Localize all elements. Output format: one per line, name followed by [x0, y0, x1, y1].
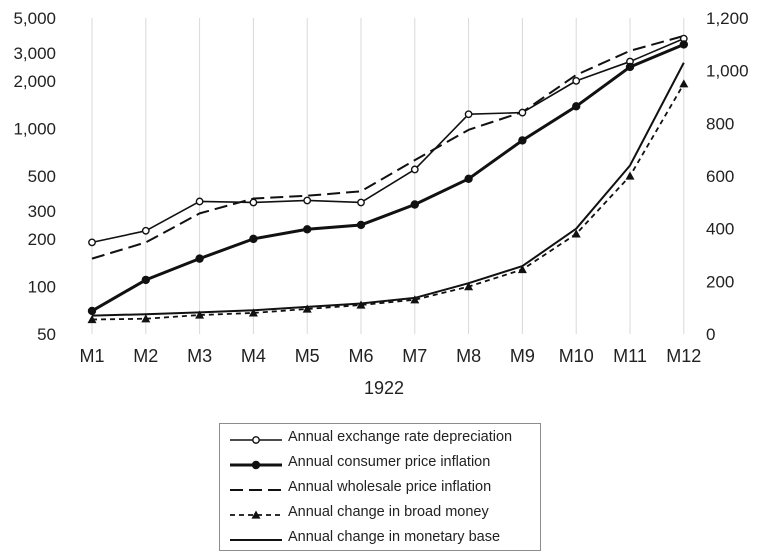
legend-swatch: [230, 539, 282, 541]
x-tick-label: M6: [348, 346, 373, 366]
data-point: [518, 108, 527, 117]
right-tick-label: 400: [706, 220, 734, 239]
data-point: [88, 238, 96, 247]
legend-entry: Annual exchange rate depreciation: [220, 428, 540, 452]
left-tick-label: 200: [28, 230, 56, 249]
data-point: [572, 102, 581, 111]
data-point: [195, 254, 204, 263]
legend-marker: [252, 436, 260, 444]
left-tick-label: 1,000: [13, 119, 56, 138]
right-tick-label: 0: [706, 325, 715, 344]
right-tick-label: 600: [706, 167, 734, 186]
legend-swatch: [230, 489, 282, 491]
left-tick-label: 50: [37, 325, 56, 344]
data-point: [249, 234, 258, 244]
data-point: [410, 295, 420, 304]
x-tick-label: M8: [456, 346, 481, 366]
data-point: [625, 171, 635, 180]
data-point: [410, 200, 419, 209]
legend-entry: Annual change in monetary base: [220, 528, 540, 552]
data-point: [303, 196, 312, 205]
data-point: [356, 300, 366, 309]
data-point: [679, 40, 688, 49]
right-tick-label: 200: [706, 272, 734, 291]
left-tick-label: 2,000: [13, 72, 56, 91]
legend-entry: Annual wholesale price inflation: [220, 478, 540, 502]
data-point: [248, 308, 258, 317]
legend-swatch: [230, 510, 282, 519]
legend-marker: [251, 460, 261, 470]
chart-area: 50 100 200 300 500 1,000 2,000 3,000 5,000 0 200 4…: [13, 9, 749, 398]
data-point: [572, 76, 581, 85]
series-line-annual-consumer-price-inflation: [91, 43, 685, 313]
legend-entry: Annual consumer price inflation: [220, 453, 540, 477]
data-point: [141, 275, 150, 285]
left-tick-label: 300: [28, 202, 56, 221]
x-tick-label: M3: [187, 346, 212, 366]
left-axis-ticks: 50 100 200 300 500 1,000 2,000 3,000 5,000: [13, 9, 56, 344]
x-tick-label: M9: [510, 346, 535, 366]
series-annual-change-in-monetary-base: [91, 62, 685, 317]
legend-marker: [251, 510, 261, 519]
series-line-annual-change-in-broad-money: [91, 83, 685, 321]
x-tick-label: M4: [241, 346, 266, 366]
left-tick-label: 3,000: [13, 44, 56, 63]
x-tick-label: M7: [402, 346, 427, 366]
series-annual-wholesale-price-inflation: [91, 34, 685, 260]
series-annual-exchange-rate-depreciation: [88, 34, 688, 247]
data-point: [625, 62, 635, 72]
data-point: [141, 226, 150, 235]
series-line-annual-exchange-rate-depreciation: [91, 37, 685, 244]
legend-label: Annual change in broad money: [288, 504, 489, 520]
right-tick-label: 1,000: [706, 62, 749, 81]
data-point: [410, 165, 419, 174]
data-point: [303, 225, 312, 234]
legend-label: Annual exchange rate depreciation: [288, 429, 513, 445]
series-lines: [87, 34, 689, 324]
data-point: [464, 174, 473, 184]
data-point: [356, 220, 366, 230]
legend-swatch: [230, 436, 282, 444]
legend: Annual exchange rate depreciation Annual …: [219, 423, 541, 551]
right-axis-ticks: 0 200 400 600 800 1,000 1,200: [706, 9, 749, 344]
legend-label: Annual wholesale price inflation: [288, 479, 492, 495]
right-tick-label: 1,200: [706, 9, 749, 28]
x-tick-label: M11: [613, 346, 647, 366]
data-point: [195, 310, 205, 319]
left-tick-label: 500: [28, 167, 56, 186]
data-point: [679, 79, 689, 88]
x-tick-label: M12: [666, 346, 701, 366]
x-axis-ticks: M1 M2 M3 M4 M5 M6 M7 M8 M9 M10 M11 M12: [79, 346, 701, 366]
data-point: [518, 136, 527, 145]
legend-swatch: [230, 460, 282, 470]
x-tick-label: M10: [559, 346, 594, 366]
data-point: [517, 264, 527, 274]
x-tick-label: M5: [295, 346, 320, 366]
legend-label: Annual consumer price inflation: [288, 454, 491, 470]
left-tick-label: 100: [28, 277, 56, 296]
legend-label: Annual change in monetary base: [288, 529, 501, 545]
data-point: [249, 198, 258, 207]
series-annual-change-in-broad-money: [87, 79, 689, 324]
right-tick-label: 800: [706, 114, 734, 133]
legend-entry: Annual change in broad money: [220, 503, 540, 527]
series-line-annual-change-in-monetary-base: [91, 62, 685, 317]
data-point: [464, 282, 474, 291]
series-annual-consumer-price-inflation: [87, 40, 688, 316]
data-point: [195, 197, 204, 206]
data-point: [464, 110, 473, 119]
x-tick-label: M2: [133, 346, 158, 366]
x-axis-label: 1922: [364, 378, 404, 398]
x-tick-label: M1: [79, 346, 104, 366]
data-point: [571, 229, 581, 238]
data-point: [87, 306, 97, 316]
data-point: [357, 198, 365, 207]
data-point: [302, 304, 312, 313]
data-point: [87, 315, 97, 324]
series-line-annual-wholesale-price-inflation: [91, 34, 685, 260]
left-tick-label: 5,000: [13, 9, 56, 28]
data-point: [141, 314, 151, 323]
